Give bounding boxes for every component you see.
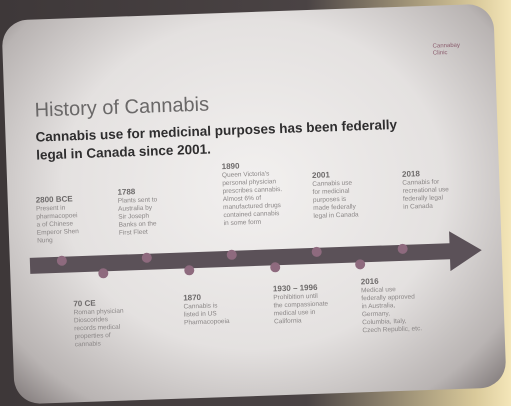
event-date: 2800 BCE [36,193,78,205]
event-text: legal in Canada [313,211,358,221]
slide: Cannabay Clinic History of Cannabis Cann… [1,4,506,405]
event-text: Nung [37,236,79,245]
event-text: First Fleet [119,228,159,237]
event-text: Emperor Shen [37,228,79,237]
event-text: Pharmacopoeia [184,318,230,328]
photo: Cannabay Clinic History of Cannabis Cann… [0,0,511,406]
event-text: in Canada [403,202,450,212]
